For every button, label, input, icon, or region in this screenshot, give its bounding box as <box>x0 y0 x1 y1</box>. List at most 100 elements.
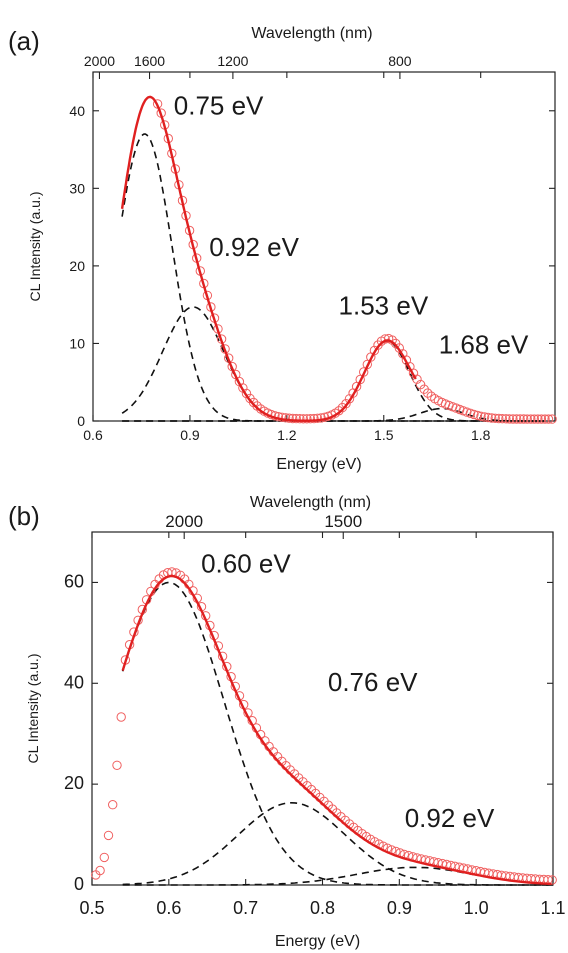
data-point <box>479 412 490 422</box>
gaussian-component-1 <box>121 581 553 886</box>
data-point <box>99 852 110 863</box>
data-point <box>469 409 479 420</box>
data-point <box>280 413 291 423</box>
x-axis-title: Energy (eV) <box>275 933 360 950</box>
data-point <box>543 414 554 424</box>
panel-label: (b) <box>8 501 40 531</box>
data-point <box>494 413 504 424</box>
data-point <box>547 875 557 885</box>
x-tick-label: 1.0 <box>464 898 489 918</box>
data-point <box>522 414 532 424</box>
panel-label: (a) <box>8 26 40 56</box>
gaussian-component-3 <box>122 340 545 422</box>
y-tick-label: 30 <box>69 180 85 196</box>
top-axis-title: Wavelength (nm) <box>251 25 372 42</box>
data-point <box>305 414 316 424</box>
x-tick-label: 0.8 <box>310 898 335 918</box>
data-point <box>295 414 305 424</box>
gaussian-component-1 <box>121 133 545 422</box>
data-point <box>476 411 486 421</box>
peak-annotation: 0.92 eV <box>405 803 495 833</box>
y-axis-title: CL Intensity (a.u.) <box>27 192 43 302</box>
data-point <box>291 413 301 424</box>
top-axis-title: Wavelength (nm) <box>250 494 371 511</box>
y-tick-label: 10 <box>69 335 85 351</box>
x-tick-label: 1.8 <box>471 427 491 443</box>
data-point <box>490 413 500 423</box>
y-tick-label: 20 <box>69 258 85 274</box>
data-point <box>284 413 294 423</box>
top-tick-label: 2000 <box>84 53 115 69</box>
x-tick-label: 0.5 <box>79 898 104 918</box>
data-point <box>536 414 547 424</box>
peak-annotation: 0.92 eV <box>209 232 299 262</box>
data-point <box>497 414 507 424</box>
plot-frame <box>92 71 556 422</box>
x-tick-label: 1.2 <box>277 427 297 443</box>
peak-annotation: 0.75 eV <box>174 91 264 121</box>
gaussian-component-2 <box>122 801 553 886</box>
y-tick-label: 40 <box>69 103 85 119</box>
data-point <box>116 712 126 722</box>
total-fit-curve <box>121 574 552 886</box>
data-point <box>312 413 323 423</box>
data-point <box>380 334 390 344</box>
top-tick-label: 1500 <box>324 512 362 531</box>
data-point <box>540 414 550 424</box>
y-axis-title: CL Intensity (a.u.) <box>25 654 41 764</box>
data-point <box>526 414 536 424</box>
top-tick-label: 2000 <box>165 512 203 531</box>
data-point <box>511 414 522 424</box>
data-point <box>504 414 515 424</box>
y-tick-label: 20 <box>64 773 84 793</box>
total-fit-curve <box>120 95 417 422</box>
data-point <box>472 410 483 421</box>
data-point <box>302 414 312 424</box>
data-point <box>112 760 122 770</box>
data-point <box>483 412 493 423</box>
x-tick-label: 0.9 <box>180 427 200 443</box>
data-point <box>108 800 118 810</box>
x-tick-label: 0.9 <box>387 898 412 918</box>
top-tick-label: 1200 <box>217 53 248 69</box>
data-point <box>519 414 529 424</box>
x-tick-label: 1.1 <box>540 898 565 918</box>
peak-annotation: 1.68 eV <box>439 330 529 360</box>
x-tick-label: 0.7 <box>233 898 258 918</box>
data-point <box>515 414 525 424</box>
y-tick-label: 40 <box>64 672 84 692</box>
data-point <box>288 413 298 424</box>
data-point <box>95 865 105 876</box>
data-points <box>91 567 557 885</box>
y-tick-label: 0 <box>77 413 85 429</box>
data-point <box>341 399 351 409</box>
y-tick-label: 60 <box>64 571 84 591</box>
data-point <box>423 388 433 398</box>
gaussian-component-2 <box>121 306 545 422</box>
x-tick-label: 0.6 <box>156 898 181 918</box>
data-point <box>533 414 543 424</box>
top-tick-label: 800 <box>388 53 412 69</box>
data-point <box>103 830 114 841</box>
y-tick-label: 0 <box>74 874 84 894</box>
data-point <box>298 414 308 424</box>
top-tick-label: 1600 <box>134 53 165 69</box>
data-point <box>334 406 344 416</box>
x-tick-label: 0.6 <box>83 427 103 443</box>
gaussian-component-4 <box>122 407 545 422</box>
panel-a-chart: (a) 0.6 0.9 1.2 1.5 1.8 0 10 20 30 40 2000 1600 1200 8… <box>8 25 557 473</box>
data-point <box>309 413 319 424</box>
data-point <box>241 388 252 399</box>
data-point <box>547 414 557 424</box>
data-point <box>529 414 539 424</box>
peak-annotation: 0.60 eV <box>201 548 291 578</box>
data-point <box>248 397 259 408</box>
peak-annotation: 0.76 eV <box>328 667 418 697</box>
x-axis-title: Energy (eV) <box>276 456 361 473</box>
x-tick-label: 1.5 <box>374 427 394 443</box>
peak-annotation: 1.53 eV <box>339 291 429 321</box>
panel-b-chart: (b) 0.5 0.6 0.7 0.8 0.9 1.0 1.1 0 20 40 60 2000 1500 E… <box>8 494 566 950</box>
data-point <box>508 414 518 424</box>
data-point <box>501 414 511 424</box>
